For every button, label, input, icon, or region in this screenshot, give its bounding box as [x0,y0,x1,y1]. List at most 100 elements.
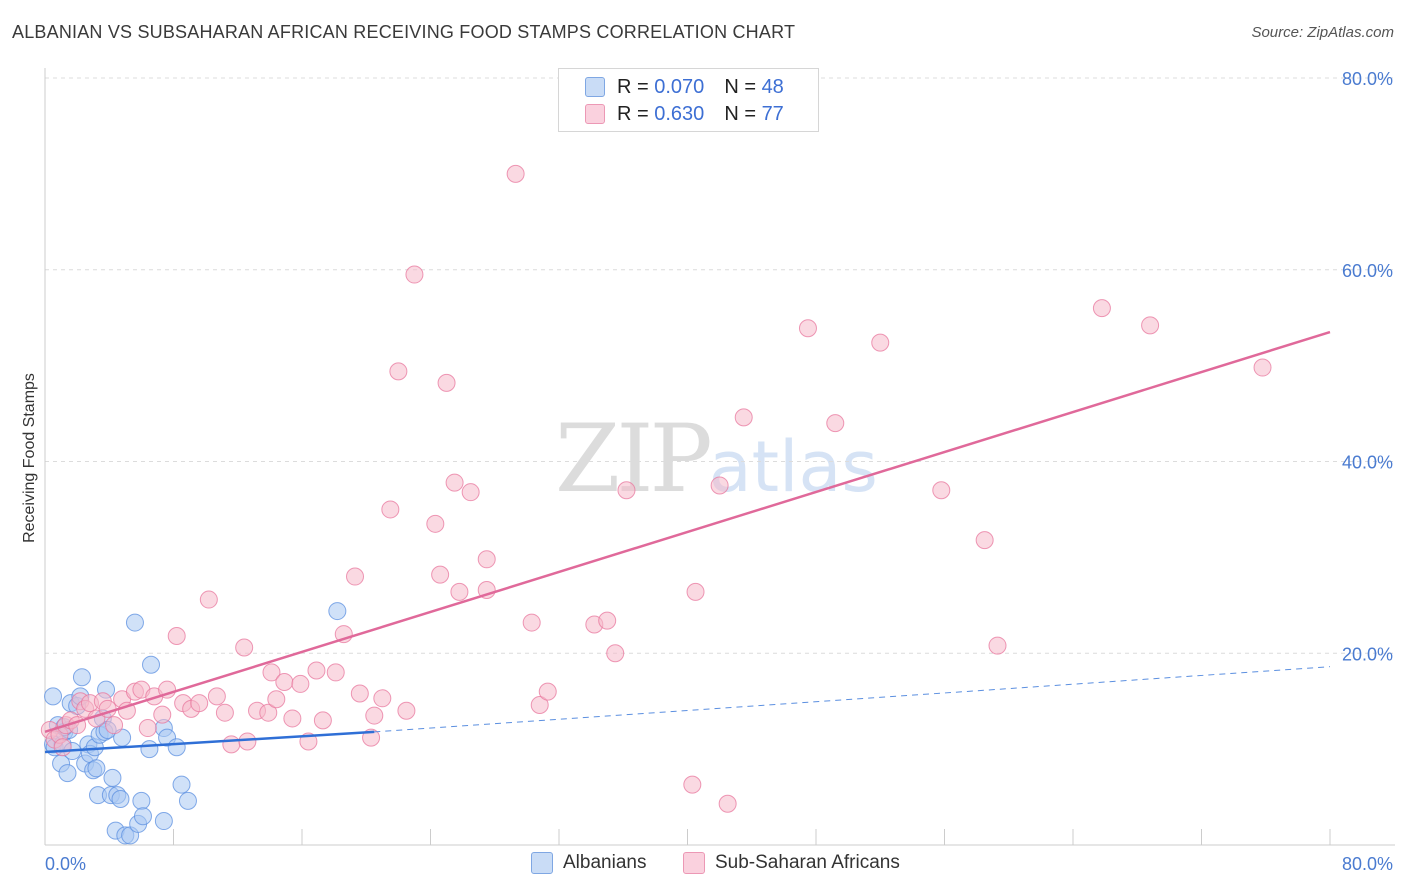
series-subsaharan-africans [40,164,1272,813]
point-albanians [72,668,91,687]
point-subsaharan [397,701,416,720]
point-subsaharan [138,719,157,738]
legend-swatch-subsaharan [683,852,705,874]
legend-r-label: R = [617,102,649,125]
point-subsaharan [461,483,480,502]
y-tick-label: 80.0% [1342,69,1393,89]
point-subsaharan [710,476,729,495]
point-subsaharan [405,265,424,284]
point-albanians [172,775,191,794]
point-subsaharan [153,705,172,724]
point-albanians [142,655,161,674]
point-subsaharan [222,735,241,754]
point-subsaharan [1253,358,1272,377]
point-subsaharan [798,319,817,338]
y-tick-label: 40.0% [1342,453,1393,473]
point-subsaharan [307,661,326,680]
point-subsaharan [686,582,705,601]
point-albanians [140,740,159,759]
point-subsaharan [235,638,254,657]
point-subsaharan [988,636,1007,655]
point-subsaharan [426,514,445,533]
point-subsaharan [506,164,525,183]
axes [44,68,1395,846]
point-subsaharan [238,732,257,751]
point-albanians [44,687,63,706]
point-albanians [111,789,130,808]
point-albanians [125,613,144,632]
point-subsaharan [530,696,549,715]
trend-albanians [44,730,375,754]
point-albanians [87,759,106,778]
point-subsaharan [598,611,617,630]
point-subsaharan [522,613,541,632]
point-albanians [154,812,173,831]
legend-swatch-albanians [585,77,605,97]
point-subsaharan [734,408,753,427]
legend-r-label: R = [617,75,649,98]
point-subsaharan [207,687,226,706]
point-subsaharan [313,711,332,730]
legend-n-value: 48 [761,75,784,98]
point-albanians [178,791,197,810]
point-subsaharan [538,682,557,701]
watermark-zip: ZIP [555,405,713,514]
point-subsaharan [350,684,369,703]
point-subsaharan [975,531,994,550]
point-subsaharan [606,644,625,663]
y-tick-label: 60.0% [1342,261,1393,281]
point-subsaharan [215,703,234,722]
point-subsaharan [431,565,450,584]
point-subsaharan [105,716,124,735]
point-subsaharan [683,775,702,794]
trend-subsaharan [44,330,1331,734]
watermark: ZIPatlas [555,405,878,514]
point-subsaharan [262,663,281,682]
watermark-atlas: atlas [708,426,878,508]
point-subsaharan [1092,299,1111,318]
chart-title: ALBANIAN VS SUBSAHARAN AFRICAN RECEIVING… [12,22,796,42]
point-albanians [167,738,186,757]
point-subsaharan [871,333,890,352]
point-subsaharan [437,373,456,392]
legend-row-albanians: R = 0.070 N = 48 [585,75,784,99]
point-subsaharan [477,550,496,569]
source-label: Source: ZipAtlas.com [1251,24,1394,41]
legend-label-subsaharan: Sub-Saharan Africans [715,852,900,873]
legend-item-subsaharan[interactable]: Sub-Saharan Africans [683,852,900,874]
point-subsaharan [190,694,209,713]
point-subsaharan [373,689,392,708]
legend-n-label: N = [724,102,756,125]
legend-item-albanians[interactable]: Albanians [531,852,646,874]
point-subsaharan [346,567,365,586]
point-subsaharan [167,626,186,645]
legend-r-value: 0.630 [654,102,705,125]
legend-row-subsaharan: R = 0.630 N = 77 [585,102,784,126]
y-tick-label: 20.0% [1342,644,1393,664]
point-albanians [133,807,152,826]
legend-r-value: 0.070 [654,75,705,98]
point-albanians [103,768,122,787]
x-tick-label: 80.0% [1342,854,1393,874]
legend-n-label: N = [724,75,756,98]
tick-labels: 20.0% 40.0% 60.0% 80.0% 0.0% 80.0% [45,69,1393,874]
point-subsaharan [53,738,72,757]
point-subsaharan [932,481,951,500]
point-subsaharan [291,674,310,693]
point-subsaharan [1141,316,1160,335]
point-subsaharan [259,703,278,722]
point-subsaharan [445,473,464,492]
legend-n-value: 77 [761,102,784,125]
trend-albanians-extension [374,666,1331,733]
point-subsaharan [199,590,218,609]
correlation-legend: R = 0.070 N = 48 R = 0.630 N = 77 [558,68,819,132]
point-subsaharan [450,582,469,601]
point-subsaharan [617,481,636,500]
point-subsaharan [283,709,302,728]
legend-label-albanians: Albanians [563,852,647,873]
trend-lines [44,330,1331,754]
legend-swatch-subsaharan [585,104,605,124]
point-albanians [132,791,151,810]
point-subsaharan [326,663,345,682]
